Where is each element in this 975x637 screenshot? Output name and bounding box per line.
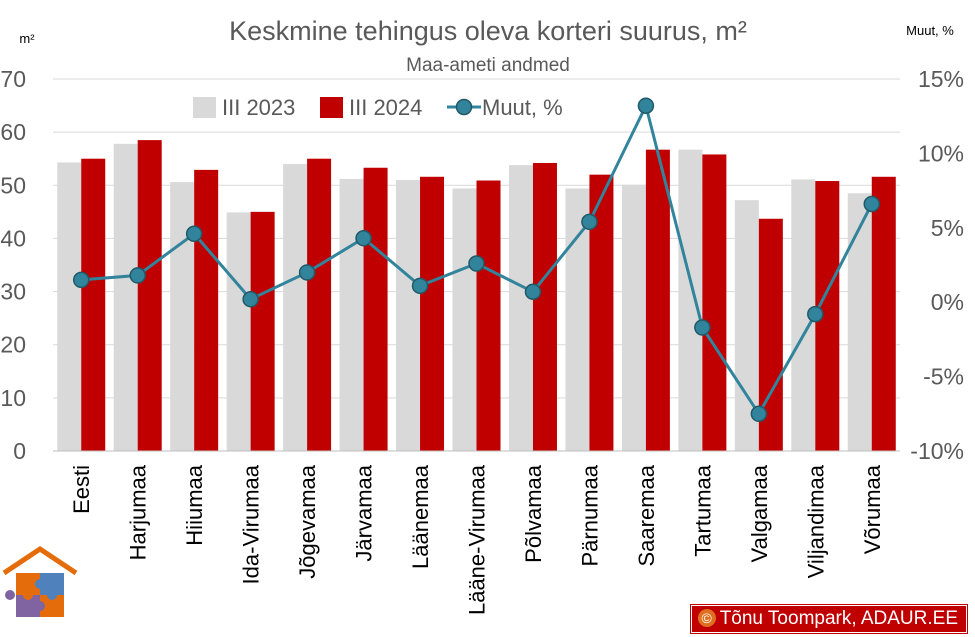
bar-iii-2024	[81, 158, 106, 451]
change-point	[242, 290, 259, 308]
change-point	[411, 277, 429, 295]
bar-iii-2024	[194, 169, 219, 452]
credit-text: Tõnu Toompark, ADAUR.EE	[719, 608, 958, 629]
change-point	[750, 405, 768, 423]
chart-subtitle: Maa-ameti andmed	[406, 55, 570, 76]
change-point	[468, 255, 485, 272]
credit-badge: © Tõnu Toompark, ADAUR.EE	[690, 605, 967, 633]
logo-piece-blue	[40, 573, 64, 595]
y-right-tick-label: -10%	[910, 438, 964, 464]
legend-label-iii-2023: III 2023	[222, 95, 295, 120]
bar-iii-2023	[57, 162, 82, 452]
chart-title: Keskmine tehingus oleva korteri suurus, …	[229, 16, 747, 46]
y-left-tick-label: 10	[0, 385, 26, 411]
bars	[57, 140, 896, 452]
category-label: Harjumaa	[126, 464, 151, 560]
bar-iii-2023	[339, 178, 364, 451]
bar-iii-2023	[170, 182, 195, 451]
legend-swatch-iii-2023	[193, 97, 216, 118]
legend-background	[170, 88, 585, 123]
category-label: Jõgevamaa	[295, 464, 320, 579]
category-label: Tartumaa	[690, 464, 715, 556]
bar-iii-2024	[363, 167, 388, 451]
y-left-tick-label: 20	[0, 332, 26, 358]
category-label: Eesti	[69, 465, 94, 514]
change-point	[694, 319, 711, 336]
axes: 0 10 20 30 40 50 60 70 -10% -5% 0% 5% 10% 15% Eesti Har…	[0, 66, 964, 615]
right-axis-unit: Muut, %	[906, 23, 954, 38]
bar-iii-2024	[307, 158, 332, 451]
change-point	[355, 229, 372, 247]
y-right-tick-label: 0%	[931, 289, 964, 315]
change-point	[807, 305, 824, 323]
left-axis-unit: m²	[19, 31, 35, 46]
category-label: Põlvamaa	[521, 464, 546, 563]
bar-iii-2023	[678, 149, 703, 451]
bar-iii-2024	[476, 180, 501, 451]
change-point	[72, 271, 90, 289]
category-label: Läänemaa	[408, 464, 433, 569]
category-label: Lääne-Virumaa	[465, 464, 490, 615]
bar-iii-2023	[396, 179, 421, 451]
y-left-tick-label: 50	[0, 172, 26, 198]
change-point	[524, 283, 542, 301]
bar-iii-2023	[565, 188, 590, 451]
legend-swatch-iii-2024	[320, 97, 343, 118]
category-label: Võrumaa	[860, 464, 885, 554]
legend: III 2023 III 2024 Muut, %	[170, 88, 585, 123]
y-left-tick-label: 0	[13, 438, 26, 464]
bar-iii-2023	[847, 193, 872, 451]
category-label: Ida-Virumaa	[239, 464, 264, 584]
bar-iii-2023	[452, 188, 477, 451]
bar-iii-2024	[420, 176, 445, 452]
legend-label-muut: Muut, %	[482, 95, 563, 120]
change-line	[72, 97, 881, 423]
category-label: Valgamaa	[747, 464, 772, 562]
category-label: Pärnumaa	[577, 464, 602, 566]
y-left-tick-label: 70	[0, 66, 26, 92]
change-point	[185, 225, 203, 243]
y-left-tick-label: 30	[0, 279, 26, 305]
change-point	[298, 264, 316, 281]
bar-iii-2024	[702, 154, 727, 451]
bar-iii-2023	[283, 164, 308, 451]
change-point	[863, 195, 881, 213]
bar-iii-2024	[645, 149, 670, 451]
bar-iii-2023	[226, 212, 251, 451]
logo-piece-orange-2	[40, 595, 64, 617]
y-right-tick-label: 15%	[918, 66, 964, 92]
category-label: Saaremaa	[634, 464, 659, 566]
bar-iii-2024	[250, 211, 275, 451]
y-right-tick-label: -5%	[923, 364, 964, 390]
change-point	[637, 97, 655, 115]
bar-iii-2023	[113, 143, 138, 451]
bar-iii-2024	[137, 140, 162, 451]
copyright-icon: ©	[697, 609, 716, 627]
category-label: Viljandimaa	[803, 464, 828, 578]
y-right-tick-label: 10%	[918, 140, 964, 166]
y-left-tick-label: 60	[0, 119, 26, 145]
bar-iii-2024	[532, 162, 557, 452]
change-point	[129, 267, 146, 284]
category-label: Järvamaa	[352, 464, 377, 561]
logo-piece-purple	[16, 595, 40, 617]
change-point	[581, 213, 598, 231]
legend-marker-muut	[455, 98, 473, 116]
y-left-tick-label: 40	[0, 225, 26, 251]
category-label: Hiiumaa	[182, 464, 207, 545]
logo	[2, 545, 78, 617]
bar-iii-2023	[621, 184, 646, 452]
bar-iii-2023	[508, 165, 533, 451]
legend-label-iii-2024: III 2024	[349, 95, 422, 120]
logo-piece-orange	[16, 573, 40, 595]
bar-iii-2024	[871, 176, 896, 452]
y-right-tick-label: 5%	[931, 215, 964, 241]
